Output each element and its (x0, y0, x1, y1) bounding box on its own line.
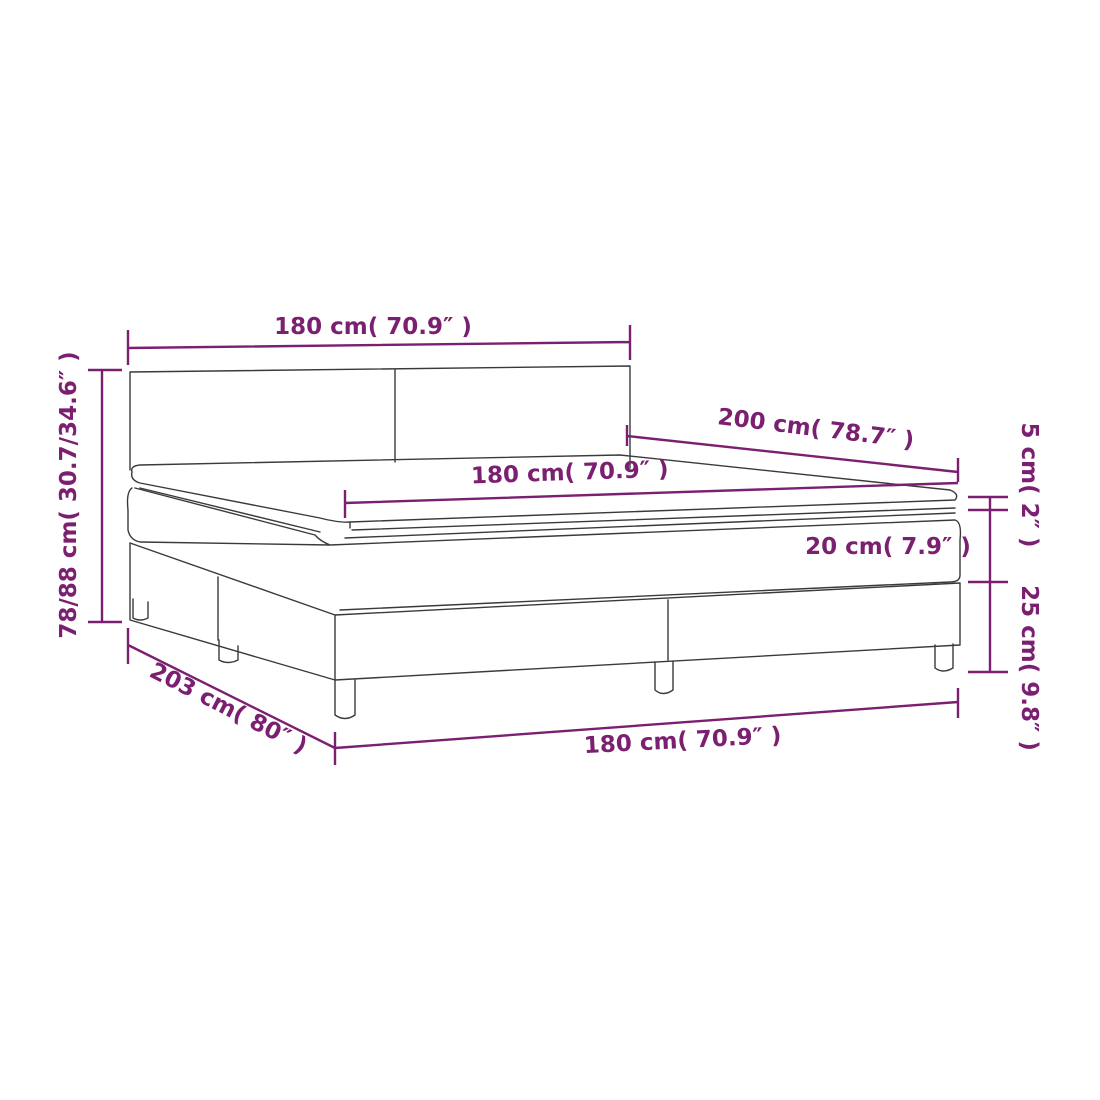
topper (130, 454, 958, 523)
topper-height-label: 5 cm( 2″ ) (1016, 423, 1042, 548)
leg (934, 643, 954, 672)
headboard-width-label: 180 cm( 70.9″ ) (274, 314, 472, 340)
mattress (126, 487, 962, 611)
leg (132, 598, 149, 621)
leg (654, 660, 674, 695)
total-length-label: 203 cm( 80″ ) (145, 658, 311, 760)
mattress-height-label: 20 cm( 7.9″ ) (805, 534, 971, 560)
mattress-width-label: 180 cm( 70.9″ ) (471, 457, 669, 490)
total-height-label: 78/88 cm( 30.7/34.6″ ) (56, 351, 82, 638)
base-height-label: 25 cm( 9.8″ ) (1016, 585, 1042, 751)
dimension-lines (88, 325, 1008, 765)
base (129, 542, 961, 681)
leg (218, 639, 239, 664)
length-label: 200 cm( 78.7″ ) (716, 404, 915, 454)
leg (334, 679, 356, 720)
headboard (129, 365, 631, 471)
bed-outline (126, 365, 962, 720)
